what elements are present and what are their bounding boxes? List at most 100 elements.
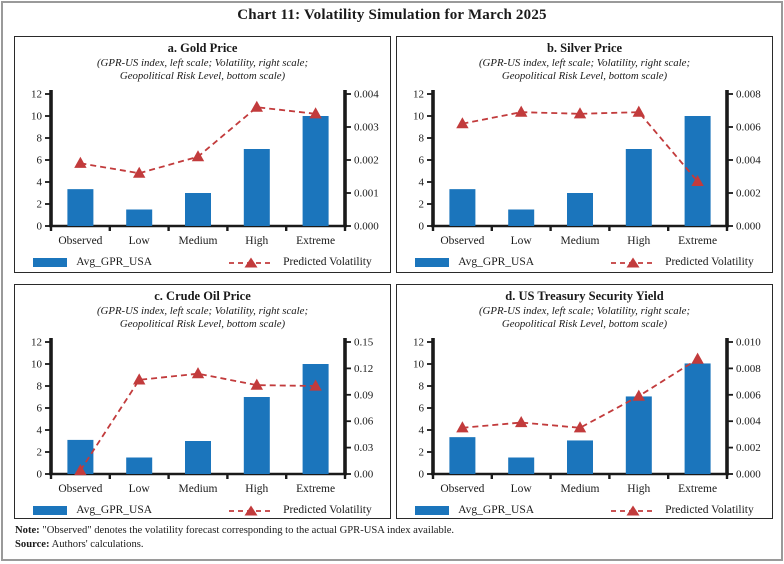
- line-legend-label: Predicted Volatility: [283, 504, 372, 517]
- chart-canvas-treasury: 0 2 4 6 8 10 12 0.000 0.002 0.004 0.006 0.008 0.010 O…: [413, 336, 761, 495]
- right-tick-label: 0.003: [354, 121, 379, 133]
- left-tick-label: 12: [31, 88, 42, 100]
- right-tick-label: 0.008: [736, 362, 761, 374]
- line-legend-label: Predicted Volatility: [665, 504, 754, 517]
- legend-triangle: [626, 257, 640, 268]
- right-tick-label: 0.09: [354, 389, 374, 401]
- bar: [567, 440, 593, 474]
- volatility-marker: [515, 415, 528, 427]
- right-tick-label: 0.004: [736, 154, 761, 166]
- bar: [126, 457, 153, 474]
- bar: [625, 148, 652, 226]
- panel-title-gold: a. Gold Price: [167, 41, 238, 55]
- panel-subtitle-gold-line1: (GPR-US index, left scale; Volatility, r…: [96, 56, 309, 69]
- bar: [625, 396, 652, 474]
- right-tick-label: 0.15: [354, 336, 374, 348]
- figure-title: Chart 11: Volatility Simulation for Marc…: [237, 7, 547, 23]
- right-tick-label: 0.004: [736, 415, 761, 427]
- bar: [67, 188, 94, 226]
- left-tick-label: 2: [419, 198, 425, 210]
- chart-canvas-gold: 0 2 4 6 8 10 12 0.000 0.001 0.002 0.003 0.004 Observ…: [31, 88, 379, 247]
- category-label: Extreme: [296, 235, 335, 247]
- right-tick-label: 0.00: [354, 468, 374, 480]
- line-legend-label: Predicted Volatility: [283, 256, 372, 269]
- volatility-line: [462, 110, 699, 182]
- bar-legend-swatch: [415, 505, 450, 515]
- volatility-marker: [456, 116, 469, 128]
- category-label: Extreme: [678, 483, 717, 495]
- volatility-marker: [573, 106, 587, 118]
- volatility-marker: [74, 156, 87, 168]
- panel-subtitle-gold-line2: Geopolitical Risk Level, bottom scale): [119, 70, 286, 83]
- bar: [126, 209, 153, 226]
- category-label: High: [245, 483, 268, 495]
- left-tick-label: 4: [419, 176, 425, 188]
- left-tick-label: 6: [419, 402, 425, 414]
- volatility-marker: [191, 149, 205, 161]
- bar: [243, 148, 270, 226]
- bar-legend-swatch: [33, 257, 68, 267]
- bar-legend-swatch: [415, 257, 450, 267]
- panel-gold-price: a. Gold Price (GPR-US index, left scale;…: [14, 36, 391, 273]
- bar-legend-label: Avg_GPR_USA: [458, 256, 535, 269]
- volatility-marker: [250, 100, 263, 112]
- left-tick-label: 12: [31, 336, 42, 348]
- left-tick-label: 6: [37, 402, 43, 414]
- bar-legend-label: Avg_GPR_USA: [458, 504, 535, 517]
- panel-title-silver: b. Silver Price: [546, 41, 623, 55]
- right-tick-label: 0.000: [736, 220, 761, 232]
- left-tick-label: 2: [419, 446, 425, 458]
- panel-silver-price: b. Silver Price (GPR-US index, left scal…: [396, 36, 773, 273]
- legend-triangle: [244, 257, 258, 268]
- bar: [684, 363, 711, 474]
- volatility-marker: [133, 166, 146, 178]
- left-tick-label: 0: [419, 220, 425, 232]
- volatility-marker: [632, 105, 645, 117]
- volatility-marker: [515, 105, 528, 117]
- chart-canvas-crude: 0 2 4 6 8 10 12 0.00 0.03 0.06 0.09 0.12 0.15 Observe…: [31, 336, 374, 495]
- line-legend-sample: [229, 257, 274, 268]
- category-label: Low: [511, 483, 533, 495]
- category-label: Low: [129, 235, 151, 247]
- category-label: High: [627, 483, 650, 495]
- right-tick-label: 0.010: [736, 336, 761, 348]
- right-tick-label: 0.06: [354, 415, 374, 427]
- bar-legend-label: Avg_GPR_USA: [76, 504, 153, 517]
- chart-canvas-silver: 0 2 4 6 8 10 12 0.000 0.002 0.004 0.006 0.008 Observ…: [413, 88, 761, 247]
- right-tick-label: 0.006: [736, 389, 761, 401]
- right-tick-label: 0.008: [736, 88, 761, 100]
- bar: [449, 188, 476, 226]
- panel-subtitle-silver-line2: Geopolitical Risk Level, bottom scale): [501, 70, 668, 83]
- panel-subtitle-treasury-line2: Geopolitical Risk Level, bottom scale): [501, 318, 668, 331]
- volatility-marker: [191, 366, 205, 378]
- volatility-marker: [309, 106, 322, 118]
- bar: [449, 436, 476, 474]
- left-tick-label: 6: [419, 154, 425, 166]
- left-tick-label: 8: [37, 380, 43, 392]
- note-line: Note: "Observed" denotes the volatility …: [15, 524, 454, 538]
- category-label: Medium: [561, 483, 600, 495]
- right-tick-label: 0.000: [354, 220, 379, 232]
- left-tick-label: 8: [419, 132, 425, 144]
- volatility-marker: [691, 174, 704, 186]
- left-tick-label: 12: [413, 336, 424, 348]
- source-line: Source: Authors' calculations.: [15, 538, 454, 552]
- line-legend-label: Predicted Volatility: [665, 256, 754, 269]
- note-text: "Observed" denotes the volatility foreca…: [39, 525, 455, 536]
- bar: [185, 440, 211, 474]
- left-tick-label: 2: [37, 198, 43, 210]
- line-legend-sample: [229, 505, 274, 516]
- volatility-marker: [250, 378, 263, 390]
- volatility-marker: [632, 389, 645, 401]
- legend-crude: Avg_GPR_USA Predicted Volatility: [15, 504, 390, 517]
- right-tick-label: 0.001: [354, 187, 379, 199]
- volatility-line: [79, 372, 316, 471]
- panel-title-treasury: d. US Treasury Security Yield: [505, 289, 664, 303]
- volatility-line: [80, 105, 316, 174]
- category-label: Medium: [179, 483, 218, 495]
- bar: [185, 192, 211, 226]
- left-tick-label: 10: [31, 358, 43, 370]
- panel-subtitle-crude-line1: (GPR-US index, left scale; Volatility, r…: [96, 304, 309, 317]
- category-label: Medium: [179, 235, 218, 247]
- right-tick-label: 0.006: [736, 121, 761, 133]
